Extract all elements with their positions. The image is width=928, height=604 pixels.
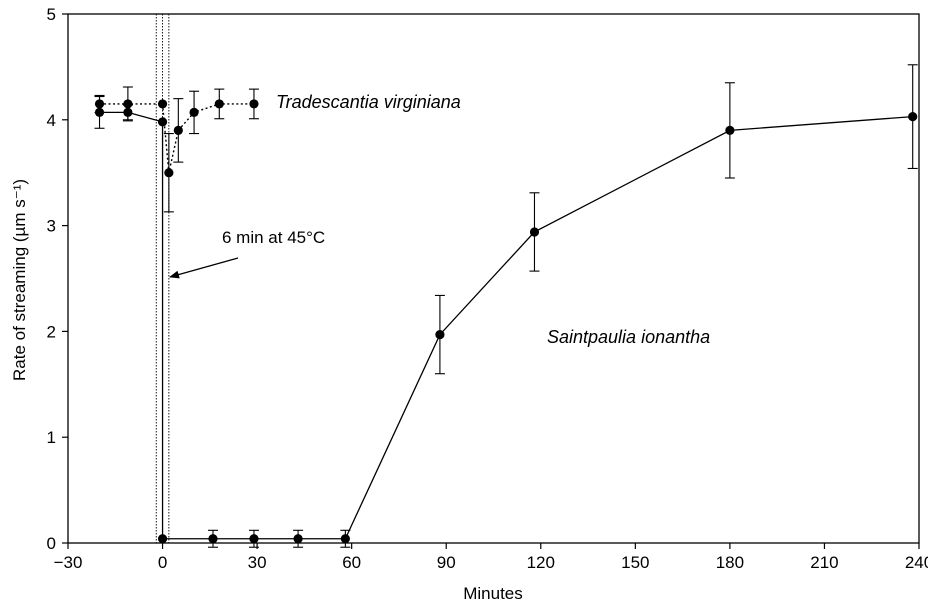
x-tick-label: 150	[621, 553, 649, 572]
data-point	[189, 107, 199, 117]
data-point	[249, 534, 259, 544]
data-point	[340, 534, 350, 544]
y-axis-title: Rate of streaming (µm s⁻¹)	[10, 179, 29, 381]
plot-frame	[67, 13, 920, 544]
data-point	[208, 534, 218, 544]
y-tick-label: 5	[47, 5, 56, 24]
data-point	[214, 99, 224, 109]
y-axis-ticks: 0 1 2 3 4 5	[47, 5, 68, 553]
series-label-saintpaulia: Saintpaulia ionantha	[547, 327, 710, 347]
data-point	[157, 99, 168, 109]
series-label-tradescantia: Tradescantia virginiana	[276, 92, 461, 112]
x-tick-label: 180	[716, 553, 744, 572]
x-tick-label: −30	[54, 553, 83, 572]
data-point	[123, 99, 133, 109]
y-tick-label: 3	[47, 217, 56, 236]
data-point	[725, 125, 735, 135]
x-tick-label: 60	[342, 553, 361, 572]
data-point	[529, 227, 540, 237]
x-tick-label: 90	[437, 553, 456, 572]
data-point	[249, 99, 259, 109]
x-axis-ticks: −30 0 30 60 90 120 150 180 210 240	[54, 543, 928, 572]
data-point	[123, 107, 133, 117]
annotation-arrow	[169, 257, 239, 279]
data-point	[908, 112, 918, 122]
series-line	[99, 111, 913, 540]
series-layer	[94, 64, 918, 548]
data-point	[293, 534, 303, 544]
data-point	[164, 168, 174, 178]
x-tick-label: 30	[248, 553, 267, 572]
data-point	[94, 107, 105, 117]
x-axis-title: Minutes	[463, 584, 523, 603]
x-tick-label: 120	[527, 553, 555, 572]
x-tick-label: 210	[810, 553, 838, 572]
y-tick-label: 1	[47, 428, 56, 447]
annotation-text: 6 min at 45°C	[222, 228, 325, 247]
data-point	[435, 329, 445, 340]
y-tick-label: 0	[47, 534, 56, 553]
data-point	[157, 534, 168, 544]
x-tick-label: 240	[905, 553, 928, 572]
x-tick-label: 0	[158, 553, 167, 572]
y-tick-label: 4	[47, 111, 56, 130]
data-point	[173, 125, 183, 135]
y-tick-label: 2	[47, 322, 56, 341]
data-point	[157, 117, 168, 127]
